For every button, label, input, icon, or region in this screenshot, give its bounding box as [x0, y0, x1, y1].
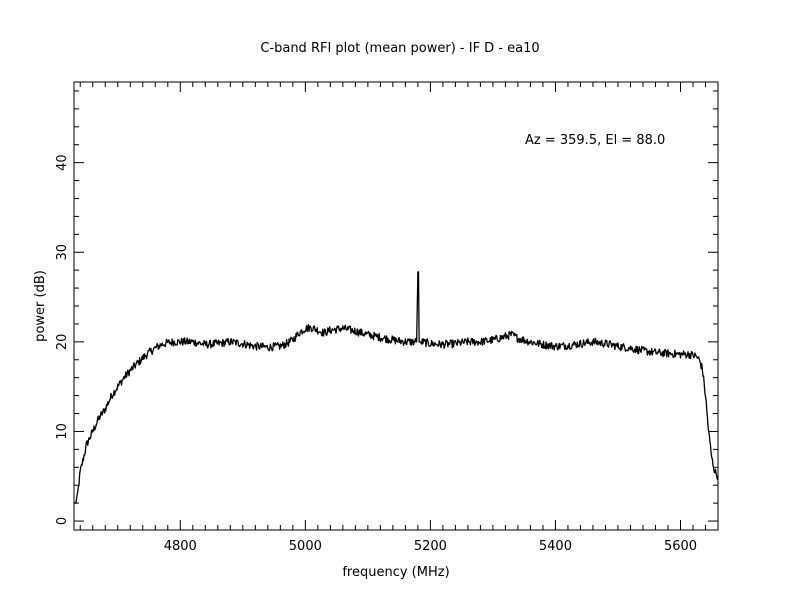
x-tick-label: 5400: [539, 539, 572, 554]
axis-ticks: [74, 82, 719, 530]
y-axis-label: power (dB): [33, 270, 48, 342]
chart-title: C-band RFI plot (mean power) - IF D - ea…: [260, 41, 539, 56]
series-layer: [74, 271, 719, 504]
y-tick-label: 40: [55, 154, 70, 171]
y-tick-label: 30: [55, 244, 70, 261]
x-tick-label: 4800: [164, 539, 197, 554]
plot-frame: [73, 81, 719, 531]
x-tick-label: 5000: [289, 539, 322, 554]
x-tick-label: 5600: [664, 539, 697, 554]
tick-labels: 4800 5000 5200 5400 5600 0 10 20 30 40: [55, 154, 697, 554]
y-tick-label: 0: [55, 517, 70, 525]
x-tick-label: 5200: [414, 539, 447, 554]
power-trace: [74, 271, 719, 504]
y-tick-label: 20: [55, 334, 70, 351]
az-el-annotation: Az = 359.5, El = 88.0: [525, 133, 665, 148]
y-tick-label: 10: [55, 423, 70, 440]
x-axis-label: frequency (MHz): [342, 565, 449, 580]
